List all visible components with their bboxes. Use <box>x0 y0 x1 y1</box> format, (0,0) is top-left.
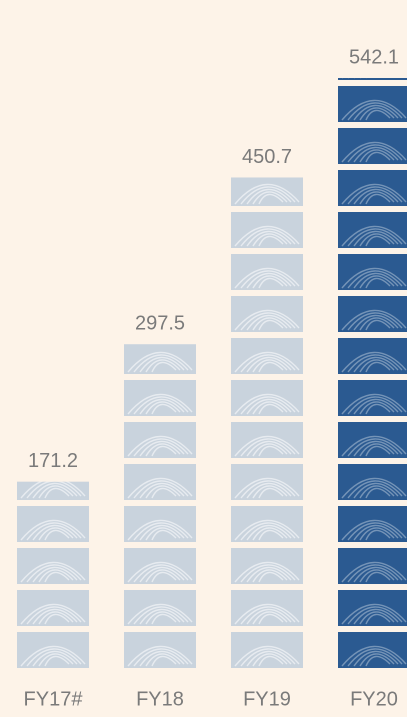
bar <box>338 78 407 668</box>
value-label: 297.5 <box>135 312 185 334</box>
x-tick-label: FY17# <box>24 688 84 710</box>
x-tick-label: FY20 <box>350 688 398 710</box>
bar <box>17 481 89 668</box>
x-tick-label: FY18 <box>136 688 184 710</box>
bar <box>231 177 303 668</box>
value-label: 450.7 <box>242 146 292 168</box>
value-label: 171.2 <box>28 450 78 472</box>
bar <box>124 344 196 668</box>
value-label: 542.1 <box>349 46 399 68</box>
x-tick-label: FY19 <box>243 688 291 710</box>
